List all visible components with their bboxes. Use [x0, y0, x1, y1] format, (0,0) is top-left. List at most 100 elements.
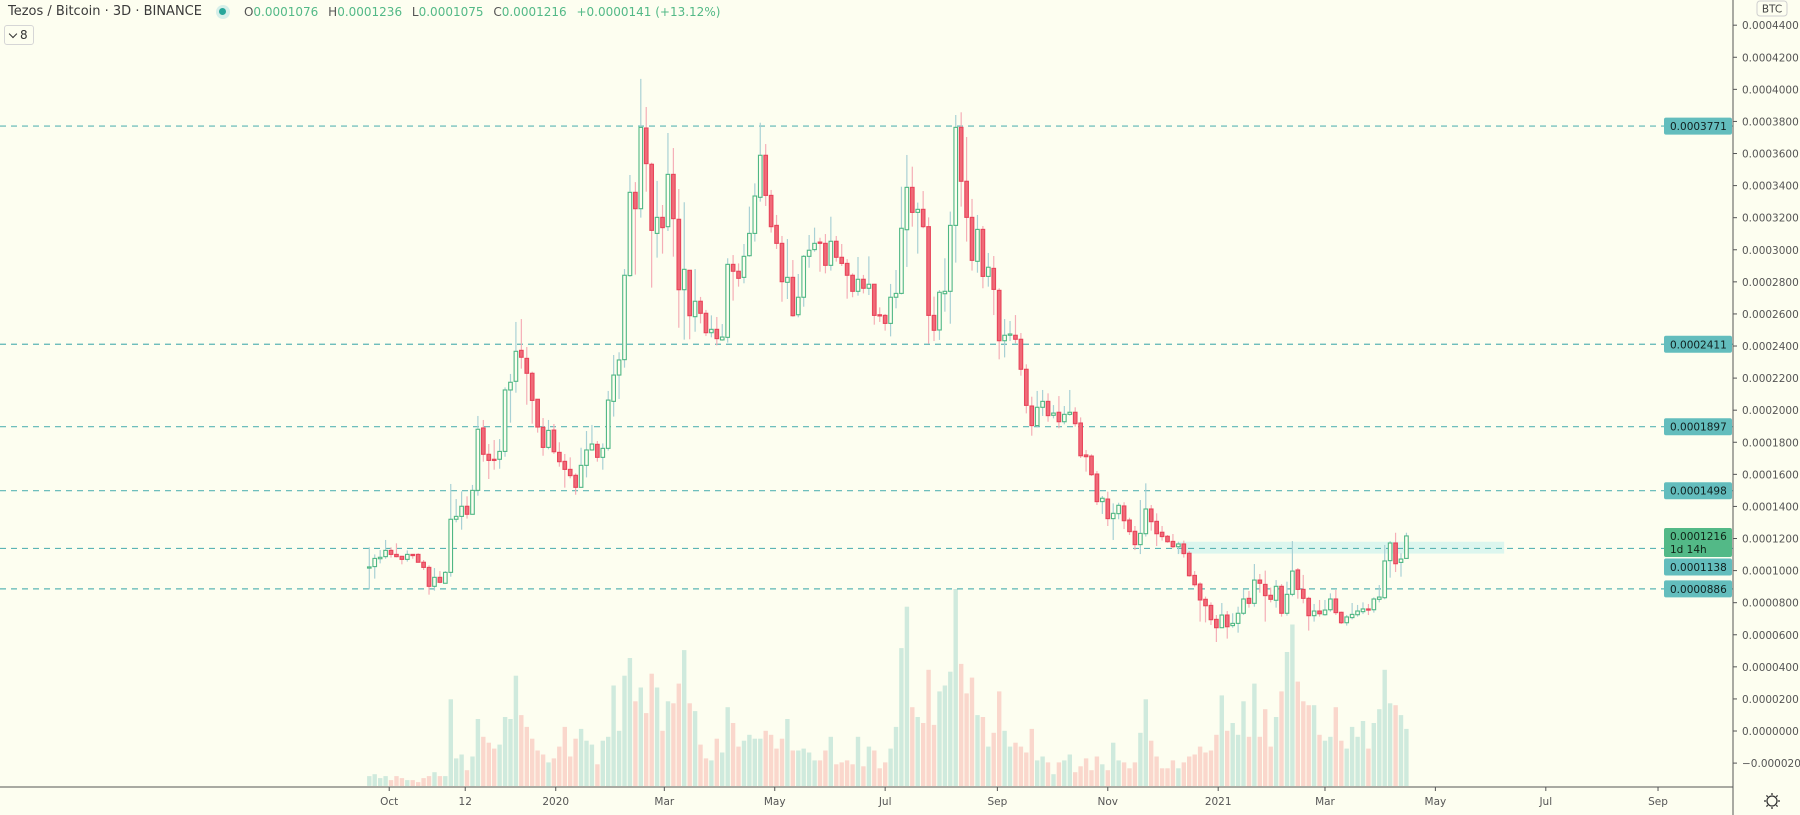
candle-body [730, 263, 736, 272]
volume-bar [997, 691, 1002, 786]
volume-bar [573, 738, 578, 786]
candle [909, 166, 915, 227]
candle-body [980, 228, 986, 277]
candle-body [1344, 616, 1350, 624]
candle-body [736, 270, 741, 279]
candle-body [508, 381, 513, 391]
candle-body [899, 227, 904, 294]
volume-bar [1382, 669, 1387, 786]
candle-body [535, 398, 540, 428]
candle [551, 423, 557, 454]
candle [1083, 449, 1089, 472]
volume-bar [416, 782, 421, 786]
volume-bar [1219, 695, 1224, 786]
candle [1360, 602, 1366, 615]
volume-bar [801, 748, 806, 786]
volume-bar [1344, 748, 1349, 786]
volume-bar [790, 750, 795, 786]
volume-bar [1029, 728, 1034, 786]
volume-bar [1257, 736, 1262, 787]
candle-body [850, 274, 855, 292]
volume-bar [1116, 760, 1121, 786]
candle [562, 453, 568, 488]
currency-badge[interactable]: BTC [1756, 0, 1788, 17]
price-tick-label: 0.0001600 [1742, 469, 1799, 481]
price-axis[interactable]: 0.0004400 0.0004200 0.0004000 0.0003800 0.00… [1732, 0, 1800, 815]
candle [1393, 532, 1398, 573]
volume-bar [584, 740, 589, 786]
volume-bar [1132, 762, 1138, 786]
symbol-title[interactable]: Tezos / Bitcoin · 3D · BINANCE [8, 4, 202, 19]
candle [1252, 564, 1257, 607]
volume-bar [736, 746, 741, 786]
candle [736, 263, 741, 287]
candle [947, 211, 953, 324]
volume-bar [437, 776, 443, 786]
level-price-label: 0.0001138 [1670, 562, 1727, 574]
volume-bar [1268, 746, 1273, 786]
volume-bar [844, 760, 850, 786]
candle-body [1257, 579, 1263, 584]
candle-body [996, 289, 1002, 342]
candle [1116, 502, 1121, 520]
volume-bar [1317, 734, 1322, 786]
candle-body [866, 283, 872, 289]
candle-body [1170, 540, 1176, 548]
candle [1051, 405, 1056, 419]
volume-bar [1290, 624, 1295, 786]
candle [871, 283, 877, 325]
time-axis[interactable]: Oct 12 2020 Mar May Jul Sep Nov 2021 Mar May Jul Sep [0, 786, 1733, 808]
candle-body [573, 474, 578, 488]
volume-bar [709, 760, 714, 786]
price-tick-label: 0.0003000 [1742, 245, 1799, 257]
candle [692, 269, 698, 332]
candle [442, 571, 448, 584]
candle [757, 122, 763, 202]
candle [823, 234, 828, 274]
candle [1176, 541, 1181, 555]
candle-body [475, 428, 481, 491]
volume-bar [557, 746, 562, 786]
candle-body [426, 566, 432, 587]
volume-bar [774, 748, 779, 786]
settings-button[interactable] [1764, 793, 1780, 809]
volume-bar [426, 776, 432, 786]
candle-body [1023, 368, 1029, 406]
candle-body [546, 429, 551, 448]
candle [795, 273, 801, 318]
volume-bar [720, 752, 725, 786]
horizontal-levels [0, 125, 1733, 590]
candle-body [801, 255, 807, 298]
indicators-toggle-button[interactable]: 8 [4, 25, 34, 45]
candle-body [388, 549, 394, 555]
volume-bar [1018, 746, 1024, 786]
candle-body [1040, 400, 1045, 408]
volume-bar [578, 728, 584, 786]
candle-body [437, 576, 443, 583]
candle-body [926, 226, 931, 316]
volume-bar [1371, 723, 1376, 786]
volume-bar [1360, 721, 1366, 786]
candle-body [1224, 614, 1230, 628]
candle-body [567, 468, 573, 477]
volume-bar [394, 776, 399, 786]
candle-body [562, 460, 568, 470]
candle [1154, 513, 1159, 547]
candle-body [1393, 542, 1398, 565]
candle [725, 258, 731, 343]
time-tick-label: Jul [878, 796, 892, 808]
candle-body [1371, 598, 1377, 611]
candle [714, 316, 720, 346]
candle-body [470, 489, 475, 515]
candle-body [1159, 531, 1165, 538]
highlight-zone[interactable] [1178, 541, 1505, 554]
time-tick-label: May [764, 796, 786, 808]
candle-body [861, 278, 866, 289]
candle-body [931, 314, 937, 331]
volume-bar [692, 711, 698, 786]
volume-bar [551, 758, 557, 786]
candle [649, 162, 655, 288]
candle-body [812, 242, 817, 251]
candle-body [643, 127, 649, 165]
